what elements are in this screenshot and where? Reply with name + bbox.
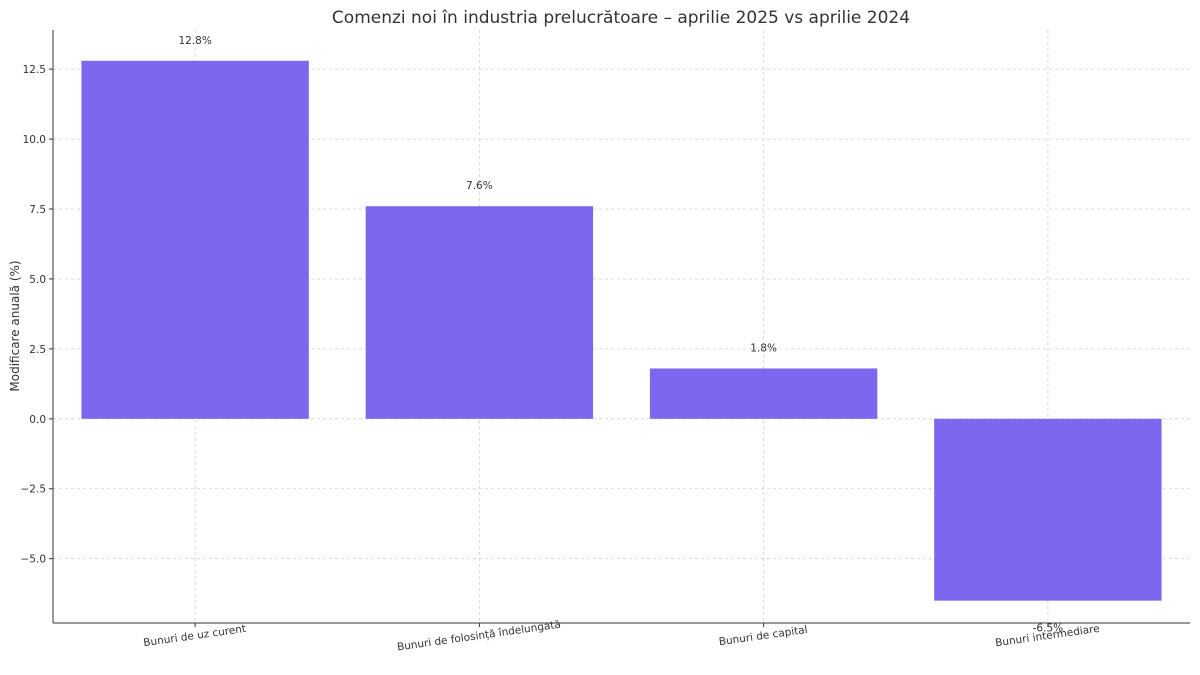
y-tick-label: 0.0 xyxy=(29,414,46,426)
data-label: -6.5% xyxy=(1033,623,1063,635)
bar xyxy=(81,60,309,419)
x-tick-labels: Bunuri de uz curent Bunuri de folosință î… xyxy=(143,619,1101,654)
y-tick-label: −5.0 xyxy=(21,554,47,566)
y-tick-label: 2.5 xyxy=(29,344,46,356)
y-tick-label: 5.0 xyxy=(29,274,46,286)
y-tick-label: 7.5 xyxy=(29,204,46,216)
bars xyxy=(81,60,1162,601)
bar xyxy=(365,206,594,419)
y-tick-label: 10.0 xyxy=(23,134,46,146)
y-tick-label: 12.5 xyxy=(23,64,46,76)
y-tick-labels: −5.0 −2.5 0.0 2.5 5.0 7.5 10.0 12.5 xyxy=(21,64,53,566)
y-tick-label: −2.5 xyxy=(21,484,47,496)
x-tick-label: Bunuri de capital xyxy=(718,624,808,648)
data-labels: 12.8% 7.6% 1.8% -6.5% xyxy=(178,35,1063,635)
y-axis-label: Modificare anuală (%) xyxy=(8,260,22,391)
chart-title: Comenzi noi în industria prelucrătoare –… xyxy=(332,8,910,28)
axes xyxy=(52,30,1190,624)
data-label: 1.8% xyxy=(750,342,777,354)
data-label: 12.8% xyxy=(178,35,211,47)
bar xyxy=(649,368,878,419)
bar xyxy=(934,418,1162,601)
data-label: 7.6% xyxy=(466,180,493,192)
